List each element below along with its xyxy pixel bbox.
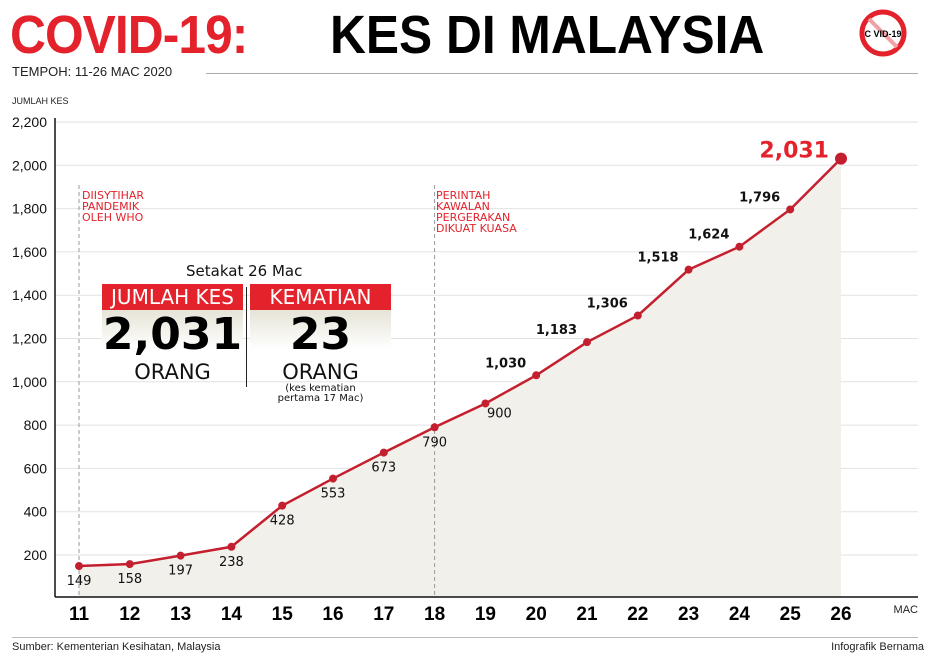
data-point — [329, 474, 337, 483]
y-tick-label: 1,200 — [12, 331, 47, 347]
annotation-pandemic: DIISYTIHAR PANDEMIK OLEH WHO — [82, 190, 144, 223]
total-cases-unit: ORANG — [134, 360, 211, 384]
y-tick-label: 1,400 — [12, 287, 47, 303]
data-point — [176, 551, 185, 560]
as-of-date: Setakat 26 Mac — [186, 262, 303, 280]
x-tick-label: 19 — [475, 604, 496, 625]
period-subtitle: TEMPOH: 11-26 MAC 2020 — [12, 64, 173, 79]
annotation-line: PANDEMIK — [82, 200, 140, 213]
data-point — [532, 371, 541, 380]
y-tick-label: 2,200 — [12, 114, 47, 130]
y-tick-label: 400 — [24, 504, 48, 520]
data-label: 673 — [371, 461, 396, 476]
data-label: 149 — [67, 574, 92, 589]
y-tick-label: 200 — [24, 547, 48, 563]
y-axis-label: JUMLAH KES — [12, 96, 69, 106]
x-tick-label: 16 — [322, 604, 343, 625]
data-point — [786, 205, 795, 214]
data-label: 158 — [117, 572, 142, 587]
annotation-line: DIISYTIHAR — [82, 189, 145, 202]
x-tick-label: 18 — [424, 604, 445, 625]
y-tick-label: 2,000 — [12, 157, 47, 173]
data-point — [125, 560, 134, 569]
x-axis-label: MAC — [894, 604, 919, 616]
data-label: 1,796 — [739, 190, 780, 205]
data-point — [75, 562, 83, 571]
y-tick-label: 1,600 — [12, 244, 47, 260]
x-tick-label: 24 — [729, 604, 751, 625]
x-tick-label: 17 — [373, 604, 394, 625]
x-tick-label: 14 — [221, 604, 243, 625]
data-point — [430, 423, 439, 432]
data-point — [227, 542, 236, 551]
data-label: 1,030 — [485, 356, 526, 371]
total-cases-box: JUMLAH KES 2,031 ORANG — [102, 284, 243, 384]
x-tick-label: 22 — [627, 604, 648, 625]
x-tick-label: 11 — [69, 604, 90, 625]
data-label: 2,031 — [759, 139, 829, 164]
data-label: 238 — [219, 555, 244, 570]
credit: Infografik Bernama — [831, 641, 924, 653]
data-label: 790 — [422, 435, 447, 450]
x-tick-label: 15 — [272, 604, 294, 625]
annotation-line: OLEH WHO — [82, 211, 144, 224]
data-label: 900 — [487, 406, 512, 421]
box-divider — [246, 287, 247, 387]
total-cases-value: 2,031 — [102, 309, 243, 360]
data-label: 197 — [168, 564, 193, 579]
data-point — [278, 501, 287, 510]
annotation-line: KAWALAN — [436, 200, 490, 213]
title-main: KES DI MALAYSIA — [330, 5, 765, 65]
data-label: 1,624 — [688, 228, 729, 243]
deaths-unit: ORANG — [282, 360, 359, 384]
data-label: 1,518 — [637, 251, 678, 266]
x-tick-label: 25 — [780, 604, 802, 625]
data-point — [684, 265, 693, 274]
data-point — [379, 448, 388, 457]
y-tick-label: 800 — [24, 417, 48, 433]
annotation-mco: PERINTAH KAWALAN PERGERAKAN DIKUAT KUASA — [436, 190, 517, 234]
divider — [206, 73, 918, 74]
data-point — [583, 338, 591, 347]
area-fill — [79, 158, 841, 597]
annotation-line: PERGERAKAN — [436, 211, 511, 224]
data-point — [735, 242, 744, 251]
y-tick-label: 1,800 — [12, 201, 47, 217]
annotation-line: DIKUAT KUASA — [436, 222, 517, 235]
x-tick-label: 12 — [119, 604, 140, 625]
annotation-line: PERINTAH — [436, 189, 491, 202]
deaths-note: (kes kematian — [285, 383, 356, 394]
svg-text:C VID-19: C VID-19 — [864, 29, 901, 39]
data-label: 1,306 — [587, 297, 628, 312]
x-tick-label: 23 — [678, 604, 699, 625]
data-label: 553 — [321, 487, 346, 502]
x-tick-label: 20 — [526, 604, 547, 625]
data-point — [481, 399, 490, 408]
source: Sumber: Kementerian Kesihatan, Malaysia — [12, 641, 221, 653]
series-line — [78, 157, 842, 568]
footer-divider — [12, 637, 918, 638]
total-cases-label: JUMLAH KES — [102, 284, 243, 310]
x-tick-label: 26 — [830, 604, 851, 625]
deaths-box: KEMATIAN 23 ORANG (kes kematian pertama … — [250, 284, 391, 404]
no-covid-badge-icon: C VID-19 — [858, 8, 908, 58]
x-tick-label: 21 — [576, 604, 598, 625]
x-tick-label: 13 — [170, 604, 191, 625]
y-tick-label: 1,000 — [12, 374, 47, 390]
deaths-value: 23 — [250, 310, 391, 360]
data-point — [835, 152, 847, 165]
deaths-label: KEMATIAN — [250, 284, 391, 310]
deaths-note: pertama 17 Mac) — [277, 393, 364, 404]
data-label: 428 — [270, 514, 295, 529]
data-label: 1,183 — [536, 323, 577, 338]
title-covid: COVID-19: — [10, 5, 248, 65]
y-tick-label: 600 — [24, 460, 48, 476]
data-point — [633, 311, 642, 320]
